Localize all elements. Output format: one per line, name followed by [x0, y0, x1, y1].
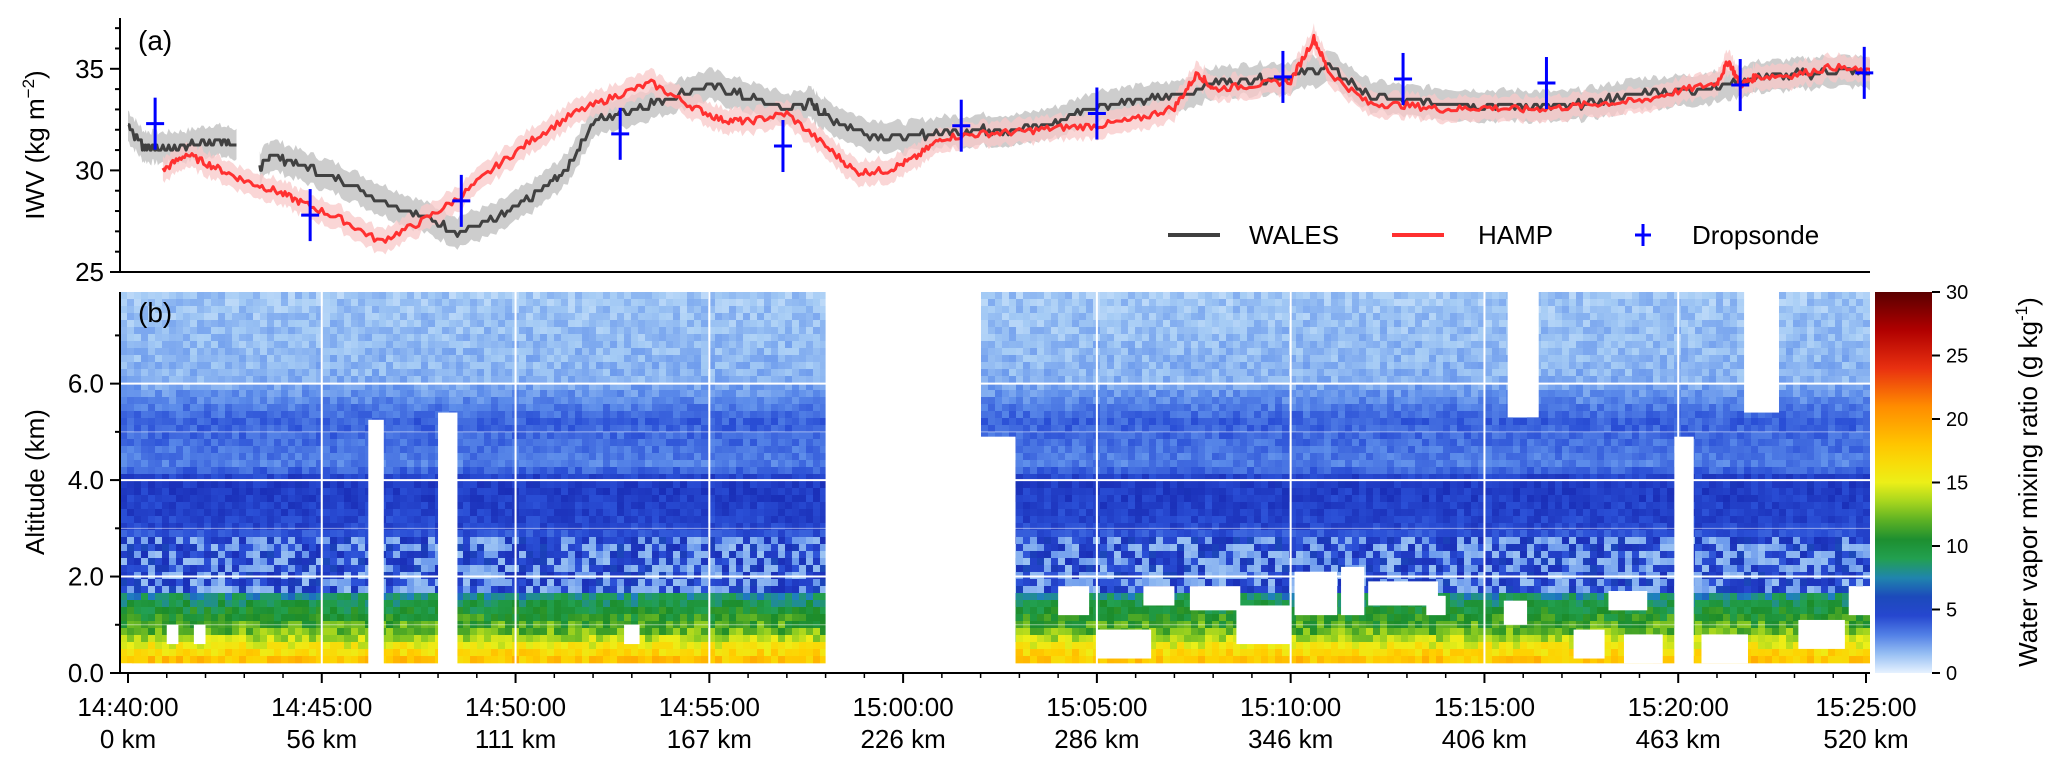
x-tick-distance-label: 111 km — [475, 724, 556, 754]
x-tick-distance-label: 0 km — [100, 724, 156, 754]
no-data-region — [1096, 629, 1152, 659]
no-data-region — [1189, 586, 1241, 611]
hamp-line-0 — [161, 33, 1870, 244]
colorbar-tick-label: 5 — [1946, 600, 1957, 622]
colorbar-ticks: 0 5 10 15 20 25 30 — [1932, 282, 1968, 685]
dropsonde-point — [1855, 46, 1874, 99]
heatmap-axes — [119, 292, 1870, 674]
colorbar-tick-label: 20 — [1946, 409, 1968, 431]
x-tick-time-label: 15:20:00 — [1628, 692, 1729, 722]
no-data-region — [166, 624, 179, 645]
x-tick-distance-label: 226 km — [860, 724, 945, 754]
no-data-region — [1294, 571, 1338, 616]
heatmap-y-tick-label: 2.0 — [68, 562, 104, 592]
panel-b-label: (b) — [138, 297, 172, 328]
dropsonde-point — [952, 99, 971, 152]
legend: WALES HAMP Dropsonde — [1168, 220, 1819, 250]
heatmap-y-tick-label: 6.0 — [68, 369, 104, 399]
x-tick-distance-label: 286 km — [1054, 724, 1139, 754]
colorbar-tick-label: 30 — [1946, 282, 1968, 304]
iwv-series-lines — [127, 33, 1870, 244]
no-data-region — [1573, 629, 1605, 659]
no-data-region — [1623, 634, 1663, 664]
iwv-y-tick-label: 25 — [75, 257, 104, 287]
x-tick-time-label: 15:10:00 — [1240, 692, 1341, 722]
legend-wales-label: WALES — [1249, 220, 1339, 250]
no-data-region — [1426, 595, 1446, 616]
x-tick-distance-label: 463 km — [1636, 724, 1721, 754]
dropsonde-point — [452, 174, 471, 227]
dropsonde-point — [1394, 52, 1413, 105]
no-data-region — [1341, 566, 1365, 616]
heatmap-y-tick-label: 0.0 — [68, 658, 104, 688]
mixing-ratio-heatmap — [120, 292, 1870, 673]
dropsonde-point — [611, 107, 630, 160]
iwv-y-ticks: 25 30 35 — [75, 27, 120, 287]
heatmap-y-axis-label: Altitude (km) — [20, 409, 50, 555]
no-data-region — [1058, 586, 1090, 616]
colorbar-tick-label: 0 — [1946, 663, 1957, 685]
x-tick-distance-label: 520 km — [1823, 724, 1908, 754]
dropsonde-point — [1731, 59, 1750, 112]
heatmap-y-ticks: 0.0 2.0 4.0 6.0 — [68, 334, 120, 688]
iwv-uncertainty-bands — [128, 23, 1870, 255]
heatmap-y-tick-label: 4.0 — [68, 465, 104, 495]
panel-a-label: (a) — [138, 25, 172, 56]
no-data-region — [1507, 292, 1539, 418]
colorbar-label: Water vapor mixing ratio (g kg-1) — [2012, 297, 2043, 667]
dropsonde-point — [146, 97, 165, 150]
hamp-band-0 — [162, 23, 1870, 255]
no-data-region — [1744, 292, 1779, 413]
colorbar: 0 5 10 15 20 25 30 Water vapor mixing ratio (g… — [1875, 282, 2043, 685]
iwv-y-tick-label: 35 — [75, 54, 104, 84]
legend-dropsonde-label: Dropsonde — [1692, 220, 1819, 250]
dropsonde-markers — [146, 46, 1874, 242]
x-tick-distance-label: 406 km — [1442, 724, 1527, 754]
colorbar-scale — [1875, 292, 1932, 673]
dropsonde-point — [773, 120, 792, 173]
legend-hamp-label: HAMP — [1478, 220, 1553, 250]
dropsonde-point — [1273, 50, 1292, 103]
no-data-region — [1368, 581, 1438, 606]
wales-band-1 — [259, 50, 1870, 250]
x-tick-distance-label: 346 km — [1248, 724, 1333, 754]
dropsonde-point — [301, 189, 320, 242]
no-data-region — [368, 419, 384, 669]
no-data-region — [1503, 600, 1528, 625]
no-data-region — [1608, 591, 1648, 611]
no-data-region — [1143, 586, 1175, 606]
wales-line-0 — [127, 123, 237, 152]
x-tick-time-label: 14:45:00 — [271, 692, 372, 722]
dropsonde-point — [1537, 57, 1556, 110]
no-data-region — [438, 412, 458, 669]
dropsonde-point — [1087, 87, 1106, 140]
no-data-region — [624, 624, 640, 645]
no-data-region — [1701, 634, 1748, 664]
colorbar-tick-label: 10 — [1946, 536, 1968, 558]
legend-dropsonde-marker — [1635, 224, 1651, 246]
x-tick-distance-label: 167 km — [667, 724, 752, 754]
x-tick-time-label: 15:25:00 — [1815, 692, 1916, 722]
iwv-axes — [119, 18, 1870, 273]
x-tick-time-label: 14:40:00 — [77, 692, 178, 722]
x-tick-time-label: 14:50:00 — [465, 692, 566, 722]
colorbar-tick-label: 25 — [1946, 346, 1968, 368]
no-data-region — [193, 624, 206, 645]
colorbar-tick-label: 15 — [1946, 473, 1968, 495]
x-tick-distance-label: 56 km — [286, 724, 357, 754]
iwv-y-tick-label: 30 — [75, 155, 104, 185]
iwv-y-axis-label: IWV (kg m−2) — [19, 70, 50, 219]
x-tick-time-label: 15:05:00 — [1046, 692, 1147, 722]
surface-gap — [120, 663, 1870, 673]
x-tick-time-label: 15:15:00 — [1434, 692, 1535, 722]
no-data-region — [1848, 586, 1870, 616]
x-tick-time-label: 15:00:00 — [853, 692, 954, 722]
x-tick-time-label: 14:55:00 — [659, 692, 760, 722]
iwv-panel: 25 30 35 (a) IWV (kg m−2) WALES HAMP Drops… — [19, 18, 1874, 287]
heatmap-gridlines — [120, 292, 1870, 673]
